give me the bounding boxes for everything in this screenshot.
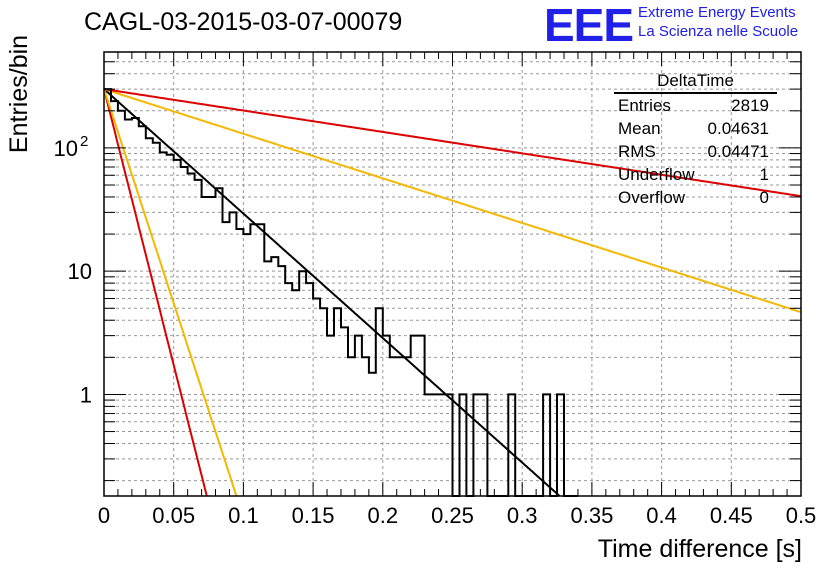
stats-row-rms: RMS 0.04471 bbox=[612, 140, 777, 163]
logo-line-1: Extreme Energy Events bbox=[638, 4, 796, 21]
stats-row-mean: Mean 0.04631 bbox=[612, 117, 777, 140]
x-tick-label: 0.1 bbox=[228, 503, 259, 528]
eee-logo: EEE bbox=[544, 0, 634, 51]
stats-value: 0 bbox=[759, 188, 769, 207]
tick-labels: 0 0.05 0.1 0.15 0.2 0.25 0.3 0.35 0.4 0.45 0.51101… bbox=[54, 133, 817, 528]
x-tick-label: 0.3 bbox=[507, 503, 538, 528]
x-tick-label: 0 bbox=[98, 503, 110, 528]
x-axis-label: Time difference [s] bbox=[597, 535, 802, 563]
stats-label: Overflow bbox=[618, 188, 686, 207]
stats-title: DeltaTime bbox=[614, 70, 777, 94]
stats-box: DeltaTime Entries 2819 Mean 0.04631 RMS … bbox=[612, 70, 777, 209]
stats-label: Mean bbox=[618, 119, 661, 138]
x-tick-label: 0.5 bbox=[786, 503, 817, 528]
x-tick-label: 0.25 bbox=[431, 503, 474, 528]
fit-curve bbox=[103, 88, 238, 497]
histogram-outline bbox=[104, 88, 578, 497]
chart-title: CAGL-03-2015-03-07-00079 bbox=[84, 8, 403, 36]
logo-caption: Extreme Energy Events La Scienza nelle S… bbox=[638, 3, 798, 41]
axis-ticks bbox=[103, 51, 802, 496]
stats-value: 1 bbox=[759, 165, 769, 184]
y-tick-label: 10 bbox=[68, 259, 92, 284]
y-tick-label: 10 bbox=[54, 136, 78, 161]
logo-line-2: La Scienza nelle Scuole bbox=[638, 23, 799, 40]
x-tick-label: 0.45 bbox=[710, 503, 753, 528]
stats-value: 0.04471 bbox=[707, 142, 769, 161]
y-tick-label: 1 bbox=[80, 382, 92, 407]
stats-row-entries: Entries 2819 bbox=[612, 94, 777, 117]
x-tick-label: 0.35 bbox=[570, 503, 613, 528]
fit-curve bbox=[103, 88, 208, 497]
x-tick-label: 0.2 bbox=[368, 503, 399, 528]
stats-row-overflow: Overflow 0 bbox=[612, 186, 777, 209]
x-tick-label: 0.4 bbox=[646, 503, 677, 528]
stats-value: 2819 bbox=[731, 96, 769, 115]
y-axis-label: Entries/bin bbox=[5, 34, 33, 154]
stats-label: Underflow bbox=[618, 165, 695, 184]
stats-value: 0.04631 bbox=[707, 119, 769, 138]
x-tick-label: 0.05 bbox=[152, 503, 195, 528]
histogram bbox=[104, 88, 578, 497]
fit-curve bbox=[103, 88, 802, 314]
fit-curve bbox=[103, 88, 802, 198]
stats-label: RMS bbox=[618, 142, 656, 161]
stats-row-underflow: Underflow 1 bbox=[612, 163, 777, 186]
fit-curve bbox=[103, 88, 561, 497]
stats-label: Entries bbox=[618, 96, 671, 115]
fit-curves bbox=[103, 88, 802, 497]
x-tick-label: 0.15 bbox=[292, 503, 335, 528]
y-tick-label-exponent: 2 bbox=[80, 133, 88, 150]
